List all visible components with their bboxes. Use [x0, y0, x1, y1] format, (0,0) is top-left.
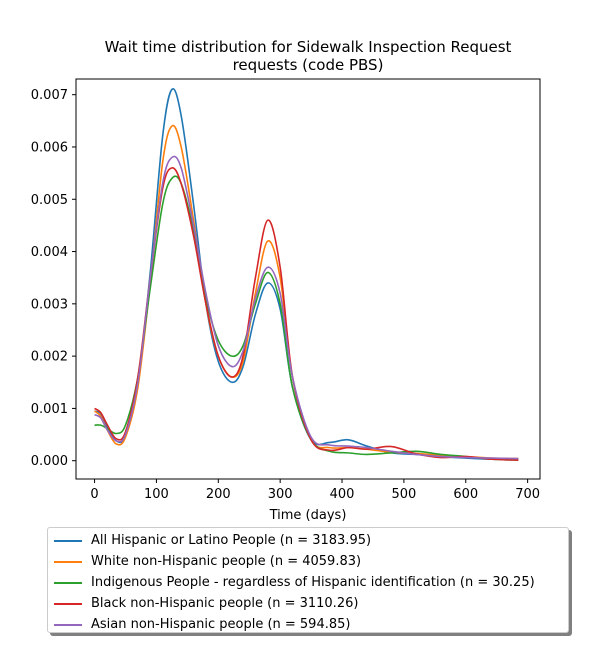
legend-entry-1: White non-Hispanic people (n = 4059.83)	[48, 551, 568, 572]
legend-swatch	[54, 539, 82, 542]
y-tick-label: 0.001	[31, 402, 68, 417]
axis-layer: 0 100 200 300 400 500 600 700 0.000 0.001 0.002 0.0…	[31, 78, 541, 502]
chart-title-line2: requests (code PBS)	[233, 56, 384, 74]
y-tick-label: 0.000	[31, 454, 68, 469]
x-axis-label: Time (days)	[269, 508, 347, 523]
legend-entry-3: Black non-Hispanic people (n = 3110.26)	[48, 593, 568, 614]
x-tick-label: 0	[90, 487, 98, 502]
y-tick-label: 0.006	[31, 140, 68, 155]
x-tick-label: 100	[144, 487, 169, 502]
series-line-4	[94, 155, 519, 460]
y-tick-label: 0.004	[31, 245, 68, 260]
series-line-3	[94, 167, 519, 461]
chart: Wait time distribution for Sidewalk Insp…	[31, 38, 541, 523]
x-tick-label: 700	[515, 487, 540, 502]
legend-entry-4: Asian non-Hispanic people (n = 594.85)	[48, 614, 568, 635]
series-layer	[94, 87, 519, 461]
legend-swatch	[54, 581, 82, 584]
x-tick-label: 500	[391, 487, 416, 502]
x-tick-label: 200	[206, 487, 231, 502]
series-line-0	[94, 87, 519, 461]
y-tick-label: 0.002	[31, 350, 68, 365]
legend-entry-2: Indigenous People - regardless of Hispan…	[48, 572, 568, 593]
legend-label: Asian non-Hispanic people (n = 594.85)	[91, 617, 351, 632]
legend-swatch	[54, 623, 82, 626]
legend-entry-0: All Hispanic or Latino People (n = 3183.…	[48, 530, 568, 551]
legend-label: Indigenous People - regardless of Hispan…	[91, 575, 535, 590]
y-tick-label: 0.007	[31, 88, 68, 103]
legend-label: All Hispanic or Latino People (n = 3183.…	[91, 533, 372, 548]
x-tick-label: 600	[453, 487, 478, 502]
y-tick-label: 0.003	[31, 297, 68, 312]
legend-swatch	[54, 560, 82, 563]
y-tick-label: 0.005	[31, 193, 68, 208]
chart-title-line1: Wait time distribution for Sidewalk Insp…	[105, 38, 512, 56]
x-tick-label: 300	[268, 487, 293, 502]
legend-label: Black non-Hispanic people (n = 3110.26)	[91, 596, 359, 611]
legend-label: White non-Hispanic people (n = 4059.83)	[91, 554, 362, 569]
legend-swatch	[54, 602, 82, 605]
x-tick-label: 400	[330, 487, 355, 502]
plot-frame	[75, 78, 541, 480]
legend: All Hispanic or Latino People (n = 3183.…	[47, 527, 569, 633]
